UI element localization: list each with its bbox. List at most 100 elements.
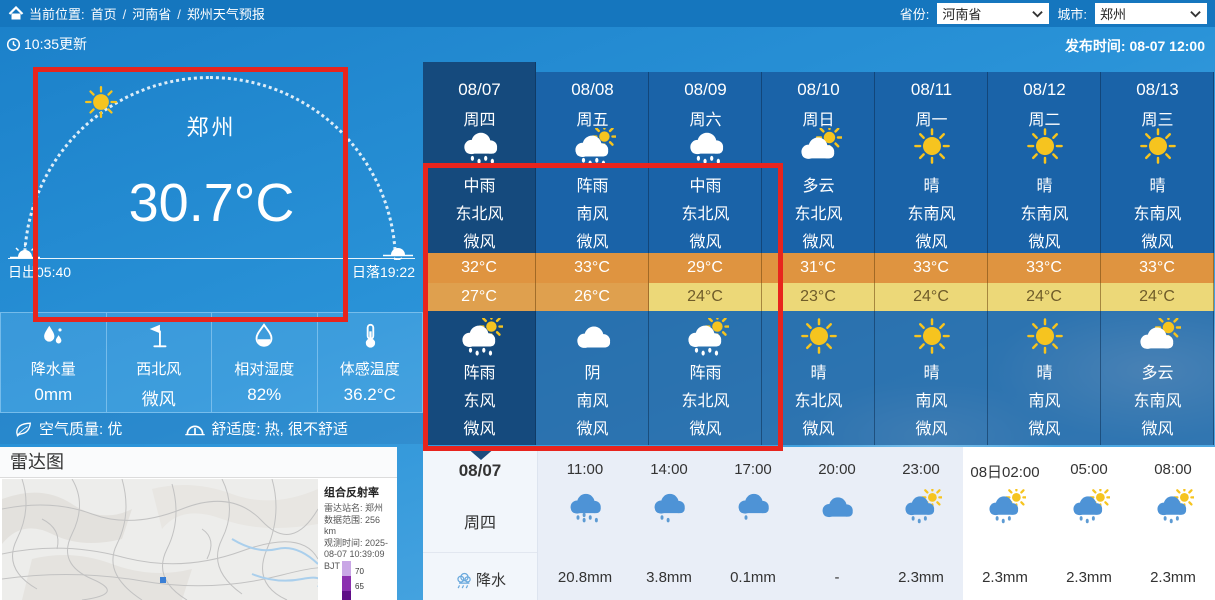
- day-column[interactable]: 08/08 周五 阵雨 南风 微风 33°C 26°C 阴南风 微风: [536, 62, 649, 445]
- leaf-icon: [14, 420, 34, 438]
- hourly-slot: 05:00 2.3mm: [1047, 447, 1131, 600]
- low-temperature: 24°C: [649, 283, 762, 311]
- precipitation-icon: [454, 571, 474, 589]
- night-condition: 晴: [1036, 365, 1053, 382]
- hourly-precip-value: 2.3mm: [982, 569, 1028, 586]
- sunset-icon: [383, 240, 413, 260]
- breadcrumb-link[interactable]: 首页: [90, 7, 117, 22]
- sun-icon: [1135, 128, 1181, 166]
- hourly-precip-value: 20.8mm: [557, 569, 613, 586]
- day-wind-level: 微风: [576, 234, 609, 251]
- hourly-date: 08/07: [458, 461, 502, 480]
- publish-time: 发布时间: 08-07 12:00: [1064, 38, 1205, 54]
- breadcrumb-link[interactable]: 郑州天气预报: [186, 7, 265, 22]
- forecast-table: 08/07 周四 中雨 东北风 微风 32°C 27°C 阵雨 东风 微风 08/08 周五 阵雨 南风微…: [423, 62, 1214, 445]
- cloud-sun-icon: [1135, 318, 1181, 356]
- night-wind-level: 微风: [915, 421, 948, 438]
- air-quality-row: 空气质量: 优 舒适度: 热, 很不舒适: [0, 413, 423, 444]
- hourly-time: 14:00: [650, 461, 688, 478]
- stat-value: 0mm: [34, 385, 73, 404]
- hourly-time: 08:00: [1154, 461, 1192, 478]
- night-condition: 多云: [1141, 365, 1174, 382]
- low-temperature: 24°C: [1101, 283, 1214, 311]
- horizon-line: [8, 258, 415, 259]
- night-condition: 阵雨: [689, 365, 722, 382]
- rain-cloud-icon: [683, 128, 729, 166]
- day-wind-direction: 东北风: [794, 206, 843, 223]
- day-column[interactable]: 08/09 周六 中雨 东北风 微风 29°C 24°C 阵雨 东北风 微风: [649, 62, 762, 445]
- province-select[interactable]: 河南省: [937, 3, 1050, 24]
- rain-cloud-icon: [457, 128, 503, 166]
- sunrise-icon: [10, 240, 40, 260]
- night-wind-level: 微风: [689, 421, 722, 438]
- province-label: 省份:: [899, 7, 930, 22]
- city-select[interactable]: 郑州: [1095, 3, 1207, 24]
- hourly-slot: 08日02:00 2.3mm: [963, 447, 1047, 600]
- current-stats: 降水量 0mm 西北风 微风 相对湿度 82% 体感温度 36.2°C: [0, 312, 423, 413]
- night-condition: 晴: [923, 365, 940, 382]
- day-column[interactable]: 08/12 周二晴东南风 微风 33°C 24°C 晴南风 微风: [988, 62, 1101, 445]
- update-time-text: 10:35更新: [24, 36, 88, 52]
- day-condition: 晴: [923, 178, 940, 195]
- stat-label: 体感温度: [339, 361, 400, 378]
- day-column[interactable]: 08/13 周三晴东南风 微风 33°C 24°C 多云 东南风 微风: [1101, 62, 1214, 445]
- radar-scale-segment: [342, 576, 351, 591]
- rain-sun-icon: [1068, 489, 1110, 525]
- breadcrumb-link[interactable]: 河南省: [132, 7, 172, 22]
- rain-medium-icon: [648, 489, 690, 525]
- hourly-day-label: 08/07 周四 降水: [423, 447, 538, 600]
- night-wind-direction: 东北风: [794, 393, 843, 410]
- sun-icon: [796, 318, 842, 356]
- hourly-slot: 08:00 2.3mm: [1131, 447, 1215, 600]
- day-condition: 中雨: [463, 178, 496, 195]
- current-city: 郑州: [186, 115, 237, 140]
- hourly-time: 08日02:00: [970, 464, 1040, 481]
- radar-scale-label: 70: [355, 567, 364, 576]
- clock-icon: [6, 37, 21, 52]
- hourly-weekday: 周四: [463, 515, 496, 532]
- day-column[interactable]: 08/07 周四 中雨 东北风 微风 32°C 27°C 阵雨 东风 微风: [423, 62, 536, 445]
- thermometer-icon: [356, 322, 384, 350]
- sun-position-icon: [80, 82, 122, 124]
- day-weekday: 周四: [463, 112, 496, 129]
- rain-heavy-icon: [564, 489, 606, 525]
- day-column[interactable]: 08/11 周一晴东南风 微风 33°C 24°C 晴南风 微风: [875, 62, 988, 445]
- air-quality: 空气质量: 优: [14, 418, 122, 439]
- radar-color-scale: [342, 561, 351, 600]
- low-temperature: 27°C: [423, 283, 536, 311]
- divider: [423, 552, 537, 553]
- selected-day-arrow: [466, 447, 496, 460]
- hourly-slot: 20:00 -: [795, 447, 879, 600]
- rain-sun-icon: [984, 489, 1026, 525]
- sun-icon: [909, 128, 955, 166]
- day-weekday: 周六: [689, 112, 722, 129]
- breadcrumb: 首页 / 河南省 / 郑州天气预报: [91, 4, 271, 23]
- radar-scale-segment: [342, 591, 351, 600]
- air-quality-text: 空气质量: 优: [39, 421, 123, 438]
- breadcrumb-separator: /: [122, 7, 127, 22]
- stat-label: 相对湿度: [234, 361, 295, 378]
- hourly-precip-value: 2.3mm: [898, 569, 944, 586]
- day-weekday: 周日: [802, 112, 835, 129]
- breadcrumb-separator: /: [177, 7, 181, 22]
- high-temperature: 31°C: [762, 253, 875, 283]
- current-temperature: 30.7°C: [128, 173, 295, 233]
- day-weekday: 周一: [915, 112, 948, 129]
- sunrise-time: 日出05:40: [8, 264, 72, 280]
- hourly-precip-value: 0.1mm: [730, 569, 776, 586]
- radar-legend: 组合反射率 雷达站名: 郑州 数据范围: 256 km 观测时间: 2025-08-…: [318, 479, 397, 600]
- rain-cloud-sun-icon: [570, 128, 616, 166]
- sun-icon: [1022, 128, 1068, 166]
- hourly-precip-value: -: [834, 569, 840, 586]
- radar-legend-title: 组合反射率: [324, 487, 379, 499]
- night-condition: 晴: [810, 365, 827, 382]
- stat-box: 降水量 0mm: [0, 312, 107, 413]
- wind-vane-icon: [145, 322, 173, 350]
- radar-section-title: 雷达图: [0, 447, 397, 478]
- day-column[interactable]: 08/10 周日 多云 东北风 微风 31°C 23°C 晴东北风 微风: [762, 62, 875, 445]
- sun-icon: [909, 318, 955, 356]
- hourly-slot: 11:00 20.8mm: [543, 447, 627, 600]
- high-temperature: 29°C: [649, 253, 762, 283]
- day-date: 08/11: [910, 80, 953, 99]
